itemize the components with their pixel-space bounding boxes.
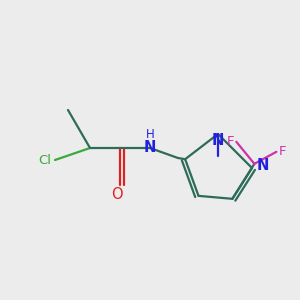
Text: N: N xyxy=(212,133,224,148)
Text: F: F xyxy=(227,135,234,148)
Text: N: N xyxy=(144,140,156,155)
Text: F: F xyxy=(278,145,286,158)
Text: Cl: Cl xyxy=(38,154,51,166)
Text: H: H xyxy=(146,128,154,140)
Text: O: O xyxy=(111,187,123,202)
Text: N: N xyxy=(257,158,269,173)
